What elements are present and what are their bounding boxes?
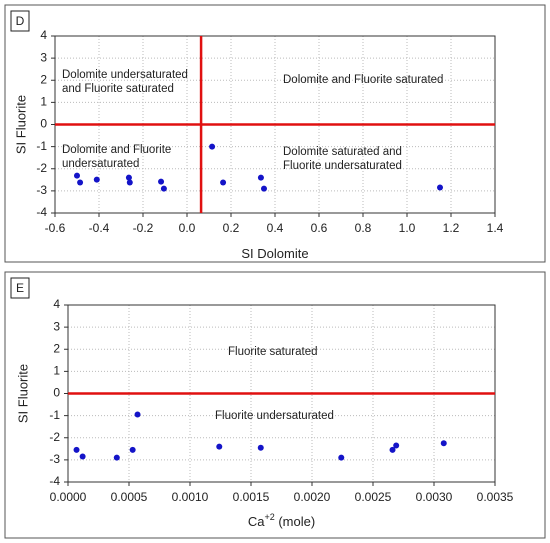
point xyxy=(216,443,223,450)
point xyxy=(261,185,267,192)
point xyxy=(437,184,443,191)
x-tick-label: 0.0010 xyxy=(172,490,209,504)
annotation: and Fluorite saturated xyxy=(62,83,174,95)
annotation: Dolomite and Fluorite xyxy=(62,144,171,156)
point xyxy=(389,446,396,453)
x-tick-label: 0.0030 xyxy=(416,490,453,504)
x-axis-label-part: Ca xyxy=(248,514,265,529)
annotation: Dolomite saturated and xyxy=(283,146,402,158)
x-axis-label-sup: +2 xyxy=(264,512,274,522)
annotation: Fluorite undersaturated xyxy=(215,410,334,422)
point xyxy=(77,179,84,186)
y-tick-label: 0 xyxy=(40,117,47,131)
x-tick-label: 0.0020 xyxy=(294,490,331,504)
y-tick-label: -2 xyxy=(49,430,60,444)
panel-label: D xyxy=(16,14,25,28)
point xyxy=(113,454,120,461)
annotation: undersaturated xyxy=(62,158,139,170)
y-tick-label: 1 xyxy=(40,95,47,109)
annotation: Dolomite and Fluorite saturated xyxy=(283,74,443,86)
point xyxy=(257,174,264,181)
point xyxy=(129,446,136,453)
y-tick-label: -2 xyxy=(36,161,47,175)
x-tick-label: 0.4 xyxy=(267,221,284,235)
x-axis-label-part: SI Dolomite xyxy=(241,246,308,261)
y-tick-label: 4 xyxy=(40,28,47,42)
point xyxy=(393,442,400,449)
point xyxy=(73,446,80,453)
y-axis-label: SI Fluorite xyxy=(13,95,28,154)
y-tick-label: 3 xyxy=(53,319,60,333)
point xyxy=(209,143,216,150)
x-tick-label: -0.6 xyxy=(45,221,66,235)
point xyxy=(440,440,447,447)
point xyxy=(160,185,167,192)
panel-frame xyxy=(4,271,546,539)
y-tick-label: 2 xyxy=(53,341,60,355)
y-axis-label: SI Fluorite xyxy=(15,364,30,423)
annotation: Fluorite undersaturated xyxy=(283,160,402,172)
panel-frame xyxy=(4,4,546,263)
x-axis-label: SI Dolomite xyxy=(241,246,308,261)
x-tick-label: 0.8 xyxy=(355,221,372,235)
x-tick-label: 1.4 xyxy=(487,221,504,235)
point xyxy=(79,453,86,460)
x-tick-label: 0.0015 xyxy=(233,490,270,504)
y-tick-label: -1 xyxy=(49,408,60,422)
point xyxy=(126,179,133,186)
point xyxy=(74,172,80,179)
x-tick-label: -0.2 xyxy=(133,221,154,235)
point xyxy=(220,179,227,186)
x-tick-label: 0.0025 xyxy=(355,490,392,504)
x-tick-label: 0.0035 xyxy=(477,490,514,504)
annotation: Fluorite saturated xyxy=(228,346,318,358)
panel-label: E xyxy=(16,281,24,295)
panel-label-box xyxy=(10,277,30,299)
annotation: Dolomite undersaturated xyxy=(62,69,188,81)
point xyxy=(93,176,100,183)
y-tick-label: 0 xyxy=(53,386,60,400)
y-tick-label: -4 xyxy=(36,205,47,219)
x-tick-label: 1.2 xyxy=(443,221,460,235)
point xyxy=(338,454,345,461)
point xyxy=(134,411,141,418)
x-tick-label: 0.0005 xyxy=(111,490,148,504)
y-tick-label: 1 xyxy=(53,364,60,378)
point xyxy=(158,178,165,185)
x-axis-label: Ca+2 (mole) xyxy=(248,512,315,529)
x-tick-label: 1.0 xyxy=(399,221,416,235)
y-tick-label: -3 xyxy=(49,452,60,466)
point xyxy=(125,174,132,181)
point xyxy=(257,444,264,451)
y-tick-label: -1 xyxy=(36,139,47,153)
y-tick-label: 4 xyxy=(53,297,60,311)
x-tick-label: 0.0 xyxy=(179,221,196,235)
y-tick-label: -3 xyxy=(36,183,47,197)
x-axis-label-part: (mole) xyxy=(275,514,315,529)
x-tick-label: 0.6 xyxy=(311,221,328,235)
x-tick-label: -0.4 xyxy=(89,221,110,235)
x-tick-label: 0.0000 xyxy=(50,490,87,504)
panel-label-box xyxy=(10,10,30,32)
y-tick-label: 2 xyxy=(40,72,47,86)
y-tick-label: 3 xyxy=(40,50,47,64)
x-tick-label: 0.2 xyxy=(223,221,240,235)
y-tick-label: -4 xyxy=(49,474,60,488)
